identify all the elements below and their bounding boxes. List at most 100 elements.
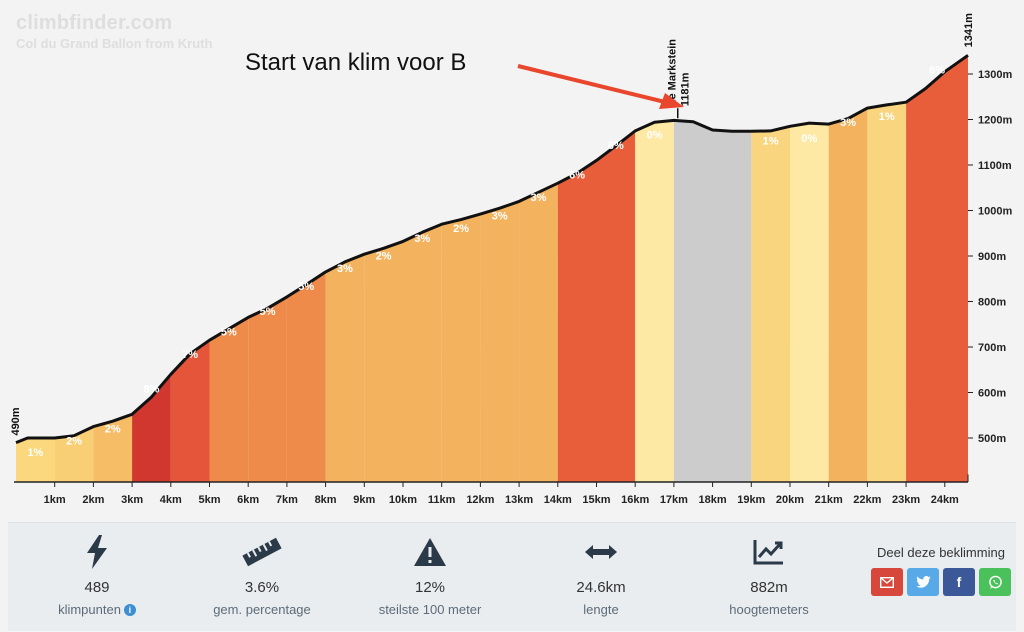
x-tick-label: 22km: [853, 494, 881, 506]
stat-steepest: 12% steilste 100 meter: [345, 535, 515, 617]
grade-label-22: 1%: [879, 111, 895, 123]
annotation-arrow-shaft: [517, 64, 666, 104]
x-tick-label: 19km: [737, 494, 765, 506]
grade-segment-13: [480, 201, 520, 482]
stat-label: steilste 100 meter: [378, 602, 482, 617]
x-tick-label: 15km: [582, 494, 610, 506]
grade-label-14: 3%: [530, 192, 546, 204]
y-tick-label: 500m: [978, 433, 1006, 445]
stat-climb-points: 489 klimpunten i: [12, 535, 182, 617]
y-tick-label: 1300m: [978, 69, 1012, 81]
x-tick-label: 12km: [466, 494, 494, 506]
annotation-text: Start van klim voor B: [245, 49, 466, 76]
grade-label-15: 6%: [569, 169, 585, 181]
summit-marker-elevation: 1181m: [680, 72, 692, 106]
grade-segment-18: [673, 120, 752, 483]
stat-value: 3.6%: [244, 579, 280, 596]
brand-logo: climbfinder.com: [16, 12, 173, 34]
envelope-icon: [880, 576, 894, 588]
x-tick-label: 7km: [276, 494, 298, 506]
start-elevation-label: 490m: [10, 407, 22, 435]
share-twitter-button[interactable]: [907, 568, 939, 596]
grade-segment-7: [248, 296, 287, 482]
stat-label: hoogtemeters: [729, 602, 809, 617]
grade-segment-10: [364, 241, 403, 482]
grade-label-5: 7%: [182, 349, 198, 361]
trend-chart-icon: [684, 535, 854, 569]
grade-label-13: 3%: [492, 210, 508, 222]
grade-segment-19: [751, 126, 790, 483]
summit-marker-name: Le Markstein: [667, 39, 679, 107]
grade-segment-17: [635, 120, 674, 483]
facebook-icon: f: [956, 574, 962, 590]
grade-label-11: 3%: [414, 233, 430, 245]
x-tick-label: 5km: [198, 494, 220, 506]
grade-segment-20: [789, 123, 829, 482]
grade-segment-2: [54, 426, 94, 482]
grade-segment-4: [132, 374, 171, 482]
annotation-arrow-head: [659, 93, 684, 109]
grade-label-3: 2%: [105, 423, 121, 435]
grade-segment-23: [906, 55, 968, 483]
ruler-icon: [177, 535, 347, 569]
y-tick-label: 1200m: [978, 115, 1012, 127]
share-facebook-button[interactable]: f: [943, 568, 975, 596]
y-tick-label: 900m: [978, 251, 1006, 263]
stat-length: 24.6km lengte: [516, 535, 686, 617]
grade-segment-9: [325, 254, 365, 482]
x-tick-label: 3km: [121, 494, 143, 506]
x-tick-label: 6km: [237, 494, 259, 506]
x-tick-label: 2km: [82, 494, 104, 506]
share-email-button[interactable]: [871, 568, 903, 596]
elevation-profile-chart: 1% 2% 2% 8% 7% 5% 5% 5% 3% 2% 3% 2% 3% 3% 6% 6% 0% 1% 0% 3%…: [10, 13, 1012, 506]
x-tick-label: 21km: [815, 494, 843, 506]
stat-label: gem. percentage: [213, 602, 311, 617]
x-tick-label: 14km: [544, 494, 572, 506]
y-tick-label: 1100m: [978, 160, 1012, 172]
grade-label-12: 2%: [453, 223, 469, 235]
bolt-icon: [12, 535, 182, 569]
x-tick-label: 20km: [776, 494, 804, 506]
x-tick-label: 16km: [621, 494, 649, 506]
grade-segment-8: [286, 271, 326, 482]
twitter-icon: [915, 576, 931, 588]
whatsapp-icon: [988, 575, 1002, 589]
grade-label-8: 5%: [298, 281, 314, 293]
grade-label-16: 6%: [608, 140, 624, 152]
stat-elevation-gain: 882m hoogtemeters: [684, 535, 854, 617]
grade-label-7: 5%: [260, 306, 276, 318]
stat-value: 489: [84, 579, 110, 596]
elevation-profile-line: [15, 54, 969, 444]
end-elevation-label: 1341m: [963, 13, 975, 47]
grade-segment-12: [441, 214, 481, 482]
x-tick-label: 17km: [660, 494, 688, 506]
grade-label-1: 1%: [27, 447, 43, 459]
warning-icon: [345, 535, 515, 569]
grade-segment-6: [209, 317, 249, 482]
x-tick-label: 13km: [505, 494, 533, 506]
share-whatsapp-button[interactable]: [979, 568, 1011, 596]
grade-label-10: 2%: [376, 250, 392, 262]
x-tick-label: 10km: [389, 494, 417, 506]
stat-average-grade: 3.6% gem. percentage: [177, 535, 347, 617]
stat-label: lengte: [583, 602, 619, 617]
grade-segment-11: [402, 224, 442, 482]
y-tick-label: 700m: [978, 342, 1006, 354]
share-title: Deel deze beklimming: [877, 545, 1005, 560]
grade-segment-21: [828, 108, 868, 482]
grade-segment-16: [596, 130, 636, 482]
grade-label-19: 1%: [763, 135, 779, 147]
grade-label-20: 0%: [801, 133, 817, 145]
info-icon[interactable]: i: [123, 604, 136, 616]
grade-label-2: 2%: [66, 436, 82, 448]
y-tick-label: 600m: [978, 388, 1006, 400]
x-tick-label: 8km: [315, 494, 337, 506]
grade-label-23: 6%: [929, 64, 945, 76]
grade-label-6: 5%: [221, 326, 237, 338]
chart-subtitle: Col du Grand Ballon from Kruth: [16, 36, 213, 51]
stats-panel: 489 klimpunten i 3.6% gem. percentage 12%…: [8, 522, 1016, 631]
x-tick-label: 24km: [931, 494, 959, 506]
grade-segment-14: [519, 183, 558, 482]
grade-segment-22: [867, 102, 907, 482]
stat-value: 12%: [414, 579, 446, 596]
